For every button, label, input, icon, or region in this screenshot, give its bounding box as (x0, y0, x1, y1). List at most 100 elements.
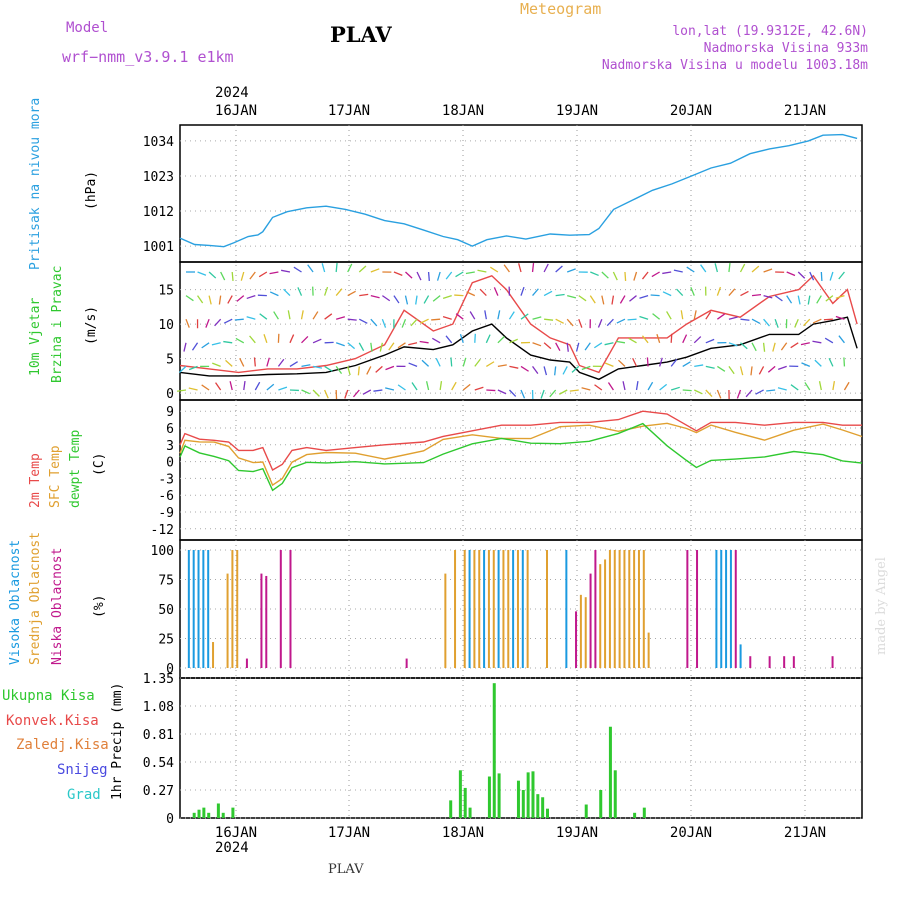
wind-arrow (409, 363, 417, 366)
wind-arrow (270, 292, 278, 296)
cloud-bar (730, 550, 732, 668)
wind-arrow (521, 390, 525, 398)
wind-arrow (373, 390, 382, 391)
wind-arrow (701, 265, 706, 272)
precip-bar (498, 773, 501, 818)
wind-arrow (241, 272, 243, 281)
wind-arrow (420, 319, 428, 323)
wind-arrow (582, 388, 591, 390)
cloud-bar (565, 550, 567, 668)
cloud-bar (289, 550, 291, 668)
cloud-bar (585, 597, 587, 668)
wind-arrow (795, 319, 798, 327)
wind-arrow (278, 387, 287, 390)
day-label-bottom: 16JAN (215, 825, 257, 841)
cloud-ylabel-srednja: Srednja Oblacnost (28, 532, 43, 665)
wind-arrow (801, 363, 809, 366)
wind-arrow (371, 319, 377, 326)
wind-arrow (389, 343, 394, 350)
wind-arrow (202, 385, 209, 390)
precip-bar (585, 805, 588, 818)
wind-arrow (533, 263, 534, 272)
wind-arrow (313, 312, 318, 320)
wind-arrow (255, 382, 259, 390)
wind-arrow (247, 317, 256, 319)
wind-arrow (224, 319, 232, 323)
wind-arrow (612, 296, 613, 305)
precip-tick-label: 0 (166, 812, 174, 827)
wind-arrow (628, 319, 637, 320)
legend-grad: Grad (67, 787, 101, 803)
wind-arrow (456, 314, 463, 320)
cloud-bar (686, 550, 688, 668)
cloud-bar (231, 550, 233, 668)
cloud-bar (260, 574, 262, 668)
wind-arrow (605, 363, 613, 366)
wind-arrow (485, 310, 487, 319)
wind-arrow (198, 272, 206, 275)
wind-arrow (436, 358, 440, 366)
wind-arrow (408, 343, 417, 345)
wind-arrow (717, 390, 720, 398)
cloud-bar (590, 574, 592, 668)
wind-arrow (616, 341, 625, 342)
precip-bar (193, 813, 196, 818)
wind-arrow (746, 390, 752, 397)
cloud-bar (769, 656, 771, 668)
wind-arrow (533, 366, 538, 373)
cloud-ylabel-visoka: Visoka Oblacnost (8, 540, 23, 665)
wind-arrow (382, 296, 389, 301)
temperature-tick-label: -3 (158, 472, 174, 487)
wind-arrow (281, 270, 290, 272)
wind-arrow (677, 289, 683, 296)
wind-arrow (653, 314, 660, 320)
wind-arrow (729, 366, 734, 373)
wind-arrow (452, 382, 456, 390)
temperature-series-line (180, 423, 862, 485)
cloud-bar (783, 656, 785, 668)
wind-arrow (642, 336, 648, 343)
legend-konvek-kisa: Konvek.Kisa (6, 713, 99, 729)
wind-arrow (623, 381, 625, 390)
wind-arrow (405, 272, 412, 278)
wind-arrow (226, 360, 233, 366)
year-label-top: 2024 (215, 85, 249, 101)
wind-arrow (647, 357, 648, 366)
wind-arrow (498, 365, 507, 367)
cloud-bar (619, 550, 621, 668)
wind-arrow (470, 311, 475, 319)
wind-arrow (417, 272, 421, 280)
wind-ylabel-line1: 10m Vjetar (28, 298, 43, 376)
wind-arrow (336, 343, 345, 346)
wind-arrow (325, 366, 333, 371)
wind-arrow (648, 382, 653, 390)
year-label-bottom: 2024 (215, 840, 249, 856)
wind-arrow (613, 272, 617, 280)
wind-arrow (629, 338, 637, 343)
cloud-bar (236, 550, 238, 668)
wind-arrow (544, 366, 546, 375)
wind-arrow (639, 296, 648, 299)
wind-arrow (308, 265, 313, 272)
cloud-bar (483, 550, 485, 668)
precip-bar (449, 800, 452, 818)
wind-arrow (579, 296, 586, 301)
wind-arrow (475, 359, 481, 366)
wind-arrow (411, 319, 417, 326)
wind-arrow (184, 343, 186, 352)
wind-arrow (839, 272, 845, 279)
cloud-bar (406, 659, 408, 668)
wind-arrow (394, 296, 399, 303)
cloud-bar (546, 550, 548, 668)
wind-arrow (412, 383, 417, 390)
wind-arrow (798, 296, 800, 305)
precip-panel-frame (180, 678, 862, 818)
wind-arrow (544, 264, 548, 272)
wind-arrow (420, 341, 429, 342)
wind-arrow (756, 390, 764, 394)
wind-arrow (394, 272, 402, 275)
footer-station: PLAV (328, 862, 364, 877)
wind-arrow (694, 310, 696, 319)
wind-arrow (764, 319, 770, 326)
precip-bar (469, 808, 472, 818)
